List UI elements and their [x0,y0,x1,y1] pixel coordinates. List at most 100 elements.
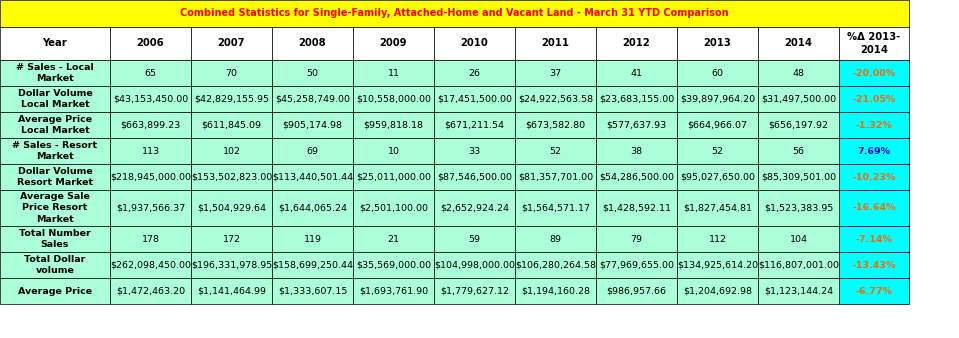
Text: $218,945,000.00: $218,945,000.00 [110,172,191,182]
Text: $116,807,001.00: $116,807,001.00 [758,261,839,269]
Bar [758,86,839,112]
Bar [758,190,839,226]
Text: $35,569,000.00: $35,569,000.00 [356,261,431,269]
Text: $1,644,065.24: $1,644,065.24 [278,203,347,213]
Text: 50: 50 [307,69,318,77]
Text: 41: 41 [630,69,643,77]
Bar [839,278,909,304]
Bar [677,190,758,226]
Bar [110,252,191,278]
Text: 2007: 2007 [218,39,246,48]
Bar [515,27,596,60]
Bar [596,252,677,278]
Bar [353,138,434,164]
Bar [596,86,677,112]
Text: $1,204,692.98: $1,204,692.98 [683,287,752,295]
Text: -13.43%: -13.43% [853,261,896,269]
Text: $23,683,155.00: $23,683,155.00 [598,95,674,103]
Bar [596,278,677,304]
Text: $2,652,924.24: $2,652,924.24 [440,203,509,213]
Bar [353,27,434,60]
Text: -16.64%: -16.64% [853,203,896,213]
Text: Dollar Volume
Resort Market: Dollar Volume Resort Market [17,167,93,187]
Text: %Δ 2013-
2014: %Δ 2013- 2014 [848,32,901,55]
Bar [0,60,110,86]
Bar [434,60,515,86]
Bar [191,278,272,304]
Text: 56: 56 [792,146,805,155]
Text: $656,197.92: $656,197.92 [768,121,829,129]
Bar [839,252,909,278]
Bar [596,164,677,190]
Text: 10: 10 [387,146,400,155]
Bar [191,190,272,226]
Bar [353,226,434,252]
Text: Total Dollar
volume: Total Dollar volume [24,255,85,275]
Bar [110,86,191,112]
Text: $54,286,500.00: $54,286,500.00 [599,172,674,182]
Bar [758,252,839,278]
Text: 172: 172 [222,235,241,243]
Bar [0,226,110,252]
Text: 26: 26 [469,69,480,77]
Text: 11: 11 [387,69,400,77]
Text: $158,699,250.44: $158,699,250.44 [272,261,353,269]
Bar [434,86,515,112]
Bar [272,27,353,60]
Text: 2009: 2009 [380,39,408,48]
Bar [677,252,758,278]
Text: $905,174.98: $905,174.98 [283,121,342,129]
Bar [110,60,191,86]
Text: 79: 79 [630,235,643,243]
Text: $986,957.66: $986,957.66 [606,287,667,295]
Text: 70: 70 [225,69,238,77]
Bar [0,0,909,27]
Text: Average Price
Local Market: Average Price Local Market [18,115,92,135]
Bar [515,164,596,190]
Bar [677,226,758,252]
Text: 2011: 2011 [542,39,570,48]
Bar [839,164,909,190]
Text: 2014: 2014 [784,39,812,48]
Text: $25,011,000.00: $25,011,000.00 [356,172,431,182]
Text: $1,472,463.20: $1,472,463.20 [116,287,185,295]
Text: $959,818.18: $959,818.18 [363,121,424,129]
Bar [515,226,596,252]
Bar [191,60,272,86]
Bar [0,138,110,164]
Text: $31,497,500.00: $31,497,500.00 [760,95,836,103]
Bar [839,226,909,252]
Bar [596,226,677,252]
Text: # Sales - Resort
Market: # Sales - Resort Market [12,141,98,161]
Bar [596,27,677,60]
Text: 33: 33 [468,146,480,155]
Text: $671,211.54: $671,211.54 [445,121,504,129]
Text: $87,546,500.00: $87,546,500.00 [437,172,512,182]
Text: 52: 52 [550,146,562,155]
Bar [434,190,515,226]
Text: $2,501,100.00: $2,501,100.00 [359,203,428,213]
Text: 59: 59 [469,235,480,243]
Bar [272,164,353,190]
Text: $1,141,464.99: $1,141,464.99 [197,287,266,295]
Text: -1.32%: -1.32% [855,121,893,129]
Bar [515,190,596,226]
Text: 2010: 2010 [460,39,488,48]
Text: $10,558,000.00: $10,558,000.00 [356,95,431,103]
Text: -21.05%: -21.05% [853,95,896,103]
Text: $196,331,978.95: $196,331,978.95 [191,261,272,269]
Bar [515,60,596,86]
Bar [353,190,434,226]
Text: 38: 38 [630,146,643,155]
Bar [272,138,353,164]
Text: $153,502,823.00: $153,502,823.00 [191,172,272,182]
Bar [110,138,191,164]
Bar [353,112,434,138]
Text: 2008: 2008 [298,39,326,48]
Bar [515,112,596,138]
Bar [434,252,515,278]
Bar [515,86,596,112]
Text: $1,523,383.95: $1,523,383.95 [763,203,833,213]
Bar [596,138,677,164]
Bar [839,112,909,138]
